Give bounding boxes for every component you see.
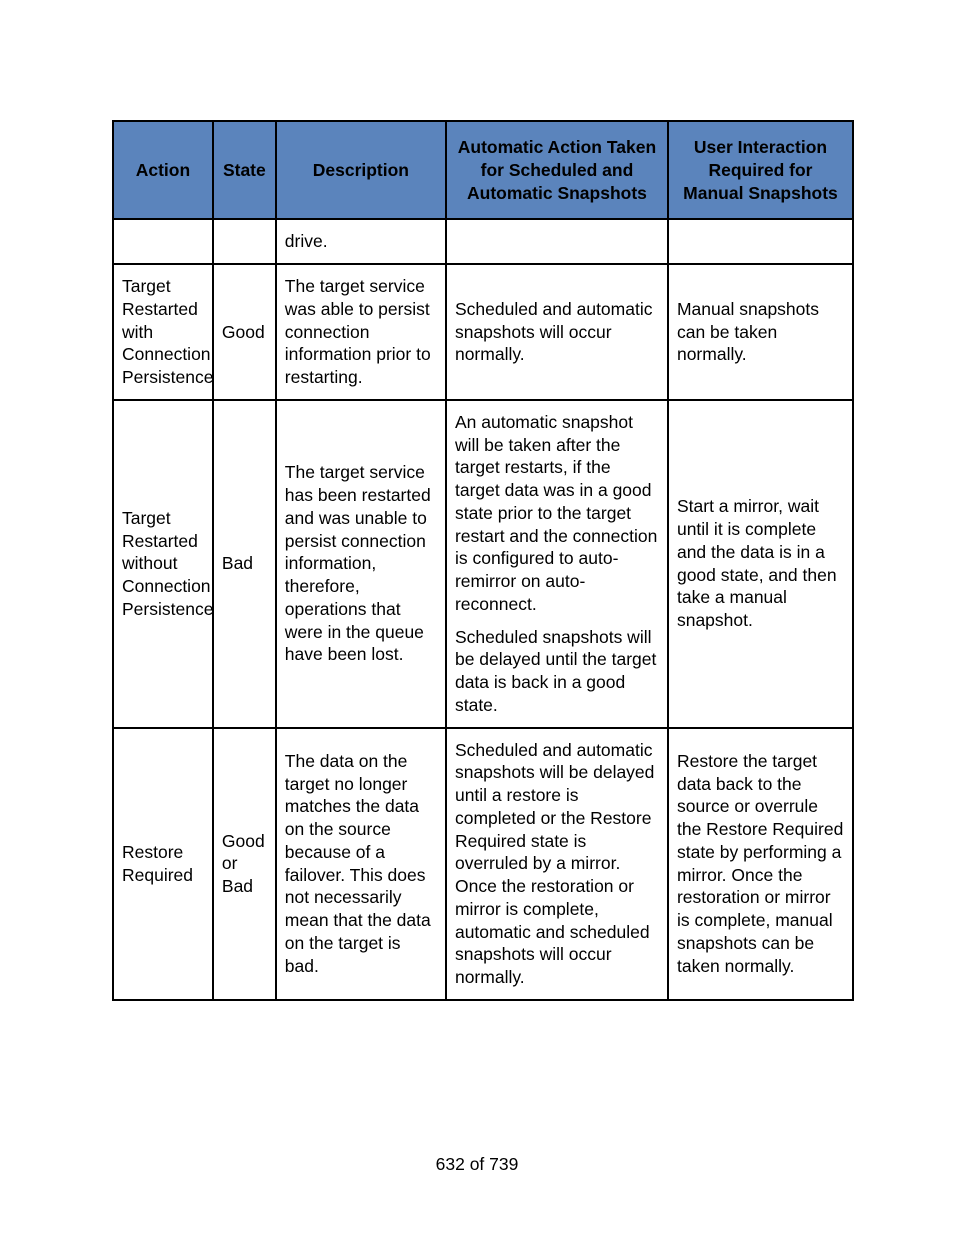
cell-action: Target Restarted without Connection Pers… [113, 400, 213, 728]
page-number: 632 of 739 [0, 1154, 954, 1175]
snapshot-states-table: Action State Description Automatic Actio… [112, 120, 854, 1001]
cell-user: Start a mirror, wait until it is complet… [668, 400, 853, 728]
table-body: drive. Target Restarted with Connection … [113, 219, 853, 1000]
cell-description: The data on the target no longer matches… [276, 728, 446, 1000]
cell-description: The target service was able to persist c… [276, 264, 446, 400]
cell-description: drive. [276, 219, 446, 264]
table-row: Restore Required Good or Bad The data on… [113, 728, 853, 1000]
cell-automatic: Scheduled and automatic snapshots will b… [446, 728, 668, 1000]
cell-automatic [446, 219, 668, 264]
cell-action: Restore Required [113, 728, 213, 1000]
cell-automatic: Scheduled and automatic snapshots will o… [446, 264, 668, 400]
col-header-user: User Interaction Required for Manual Sna… [668, 121, 853, 219]
cell-state: Bad [213, 400, 276, 728]
document-page: Action State Description Automatic Actio… [0, 0, 954, 1001]
table-row: Target Restarted with Connection Persist… [113, 264, 853, 400]
table-header-row: Action State Description Automatic Actio… [113, 121, 853, 219]
cell-automatic-p1: An automatic snapshot will be taken afte… [455, 411, 659, 616]
cell-state: Good or Bad [213, 728, 276, 1000]
cell-state [213, 219, 276, 264]
col-header-automatic: Automatic Action Taken for Scheduled and… [446, 121, 668, 219]
col-header-state: State [213, 121, 276, 219]
cell-action: Target Restarted with Connection Persist… [113, 264, 213, 400]
cell-description: The target service has been restarted an… [276, 400, 446, 728]
col-header-description: Description [276, 121, 446, 219]
cell-action [113, 219, 213, 264]
cell-user: Manual snapshots can be taken normally. [668, 264, 853, 400]
table-row: Target Restarted without Connection Pers… [113, 400, 853, 728]
cell-automatic: An automatic snapshot will be taken afte… [446, 400, 668, 728]
cell-automatic-p2: Scheduled snapshots will be delayed unti… [455, 626, 659, 717]
cell-user [668, 219, 853, 264]
table-row: drive. [113, 219, 853, 264]
cell-user: Restore the target data back to the sour… [668, 728, 853, 1000]
cell-state: Good [213, 264, 276, 400]
col-header-action: Action [113, 121, 213, 219]
